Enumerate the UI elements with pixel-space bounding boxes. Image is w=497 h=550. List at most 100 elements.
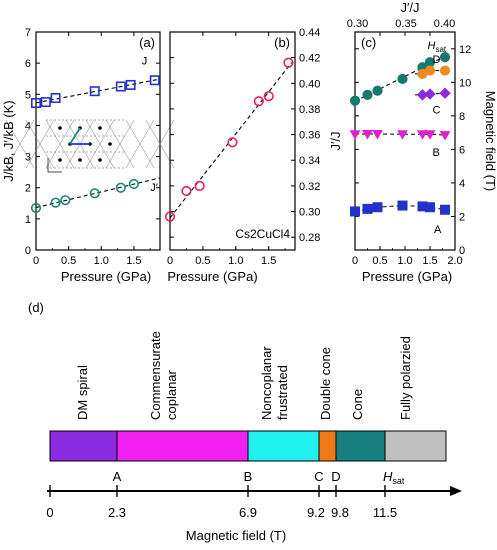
point-A bbox=[362, 203, 373, 214]
field-axis-label: Magnetic field (T) bbox=[186, 528, 286, 543]
lattice-line bbox=[5, 119, 35, 169]
point-B bbox=[362, 129, 373, 140]
compound-label: Cs2CuCl4 bbox=[235, 227, 290, 241]
point-A bbox=[372, 202, 383, 213]
c-ytick-label: 0 bbox=[459, 245, 465, 257]
b-xtick-label: 1.0 bbox=[228, 255, 243, 267]
label-a: A bbox=[434, 224, 442, 236]
lattice-line bbox=[85, 119, 115, 169]
b-ytick-label: 0.32 bbox=[299, 181, 320, 193]
point-label-A: A bbox=[113, 469, 122, 484]
panel-a-label: (a) bbox=[139, 35, 155, 50]
point-B bbox=[397, 130, 408, 140]
panel-b: 0 0.5 1.0 1.5 0.28 0.30 0.32 0.34 0.36 0.38 0.40 0.… bbox=[164, 27, 343, 284]
point-Hsat bbox=[349, 95, 361, 106]
point-A bbox=[397, 200, 408, 211]
panel-c-ylabel: Magnetic field (T) bbox=[483, 91, 497, 191]
phase-band bbox=[335, 430, 386, 462]
panel-b-ylabel: J′/J bbox=[328, 131, 343, 150]
panel-d-label: (d) bbox=[28, 300, 44, 315]
lattice-site bbox=[58, 158, 62, 162]
c-top-tick-label: 0.30 bbox=[347, 18, 368, 30]
a-xtick-label: 1.0 bbox=[94, 255, 109, 267]
phase-name-1: Commensurate bbox=[148, 331, 163, 420]
point-open-ratio bbox=[253, 96, 264, 107]
phase-name-4: Cone bbox=[350, 389, 365, 420]
b-ytick-label: 0.30 bbox=[299, 207, 320, 219]
point-open-j bbox=[40, 97, 51, 108]
lattice-line bbox=[105, 119, 135, 169]
c-top-tick-label: 0.35 bbox=[395, 18, 416, 30]
field-tick-label: 9.8 bbox=[331, 505, 349, 520]
field-axis-arrow bbox=[450, 486, 462, 496]
point-open-jprime bbox=[89, 188, 100, 199]
c-xtick-label: 0 bbox=[352, 255, 358, 267]
lattice-site bbox=[98, 158, 102, 162]
b-ytick-label: 0.28 bbox=[299, 232, 320, 244]
c-ytick-label: 12 bbox=[459, 44, 471, 56]
a-ytick-label: 4 bbox=[25, 120, 31, 132]
c-top-xlabel: J′/J bbox=[400, 0, 419, 15]
a-ytick-label: 5 bbox=[25, 89, 31, 101]
point-open-ratio bbox=[181, 185, 192, 197]
panels-abc: 00.51.01.501234567JJ′(a)J/kB, J′/kB (K)P… bbox=[1, 0, 497, 284]
lattice-site bbox=[98, 126, 102, 130]
point-C bbox=[424, 88, 436, 100]
panel-a-xlabel: Pressure (GPa) bbox=[61, 269, 151, 284]
panel-d: (d) DM spiral Commensurate coplanar Noncopla… bbox=[28, 300, 462, 543]
c-ytick-label: 4 bbox=[459, 178, 465, 190]
phase-name-2: Noncoplanar bbox=[259, 346, 274, 420]
panel-a: 00.51.01.501234567JJ′(a)J/kB, J′/kB (K)P… bbox=[1, 27, 175, 284]
b-ytick-label: 0.38 bbox=[299, 104, 320, 116]
phase-name-5: Fully polarzied bbox=[398, 336, 413, 420]
b-ytick-label: 0.40 bbox=[299, 78, 320, 90]
point-open-jprime bbox=[50, 197, 61, 208]
phase-name-0: DM spiral bbox=[75, 365, 90, 420]
lattice-line bbox=[25, 119, 55, 169]
series-label-jprime: J′ bbox=[150, 182, 158, 194]
point-label-D: D bbox=[331, 469, 340, 484]
c-top-tick-label: 0.40 bbox=[434, 18, 455, 30]
panel-a-ylabel: J/kB, J′/kB (K) bbox=[1, 100, 16, 181]
phase-band bbox=[384, 430, 447, 462]
panel-c-label: (c) bbox=[361, 35, 376, 50]
point-B bbox=[349, 130, 361, 140]
point-B bbox=[424, 130, 436, 140]
phase-band bbox=[318, 430, 337, 462]
phase-name-3: Double cone bbox=[318, 347, 333, 420]
point-Hsat bbox=[372, 85, 383, 96]
a-ytick-label: 2 bbox=[25, 183, 31, 195]
label-b: B bbox=[433, 147, 440, 159]
c-xtick-label: 0.5 bbox=[372, 255, 387, 267]
c-ytick-label: 2 bbox=[459, 211, 465, 223]
a-ytick-label: 6 bbox=[25, 58, 31, 70]
b-xtick-label: 1.5 bbox=[261, 255, 276, 267]
fit-line-jprime bbox=[35, 177, 161, 209]
b-ytick-label: 0.36 bbox=[299, 130, 320, 142]
panel-b-frame bbox=[169, 31, 296, 251]
c-xtick-label: 1.5 bbox=[422, 255, 437, 267]
label-hsat: Hsat bbox=[428, 40, 447, 54]
point-open-ratio bbox=[263, 91, 274, 102]
point-B bbox=[439, 131, 451, 141]
lattice-site bbox=[108, 142, 112, 146]
phase-band bbox=[247, 430, 320, 462]
panel-c-xlabel: Pressure (GPa) bbox=[362, 269, 452, 284]
point-C bbox=[439, 87, 451, 99]
point-label-B: B bbox=[244, 469, 253, 484]
phase-name-2: frustrated bbox=[275, 365, 290, 420]
point-open-j bbox=[89, 86, 100, 97]
point-Hsat bbox=[397, 73, 408, 85]
b-ytick-label: 0.44 bbox=[299, 27, 320, 39]
point-B bbox=[372, 129, 383, 140]
c-ytick-label: 8 bbox=[459, 111, 465, 123]
phase-band bbox=[49, 430, 118, 462]
point-open-j bbox=[115, 81, 126, 92]
lattice-line bbox=[125, 119, 155, 169]
point-A bbox=[424, 202, 435, 213]
point-B bbox=[417, 130, 428, 140]
point-D bbox=[439, 65, 451, 76]
a-ytick-label: 1 bbox=[25, 214, 31, 226]
